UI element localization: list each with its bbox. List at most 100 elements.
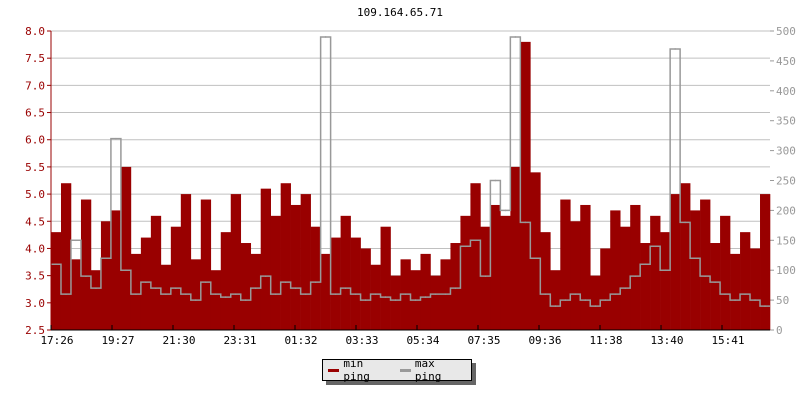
max-ping-point <box>544 293 547 295</box>
max-ping-point <box>454 287 457 289</box>
max-ping-point <box>424 296 427 298</box>
max-ping-point <box>754 299 756 301</box>
max-ping-point <box>654 245 656 248</box>
max-ping-point <box>364 299 367 301</box>
max-ping-point <box>464 245 467 248</box>
min-ping-bar <box>180 194 192 330</box>
min-ping-bar <box>740 232 751 330</box>
x-tick-label: 23:31 <box>223 334 256 347</box>
y-left-tick-label: 8.0 <box>25 25 45 38</box>
min-ping-bar <box>220 232 232 330</box>
legend-item-max-ping: max ping <box>399 357 466 383</box>
min-ping-bar <box>240 243 252 330</box>
min-ping-bar <box>370 264 381 330</box>
max-ping-point <box>404 293 407 295</box>
chart-title: 109.164.65.71 <box>356 6 444 19</box>
legend-label: max ping <box>414 357 442 383</box>
min-ping-bar <box>350 237 361 330</box>
legend-swatch <box>399 368 411 372</box>
min-ping-bar <box>550 270 561 330</box>
x-tick-label: 09:36 <box>528 334 561 347</box>
max-ping-point <box>394 299 397 301</box>
max-ping-point <box>334 293 337 295</box>
min-ping-bar <box>700 199 711 330</box>
max-ping-point <box>304 293 307 295</box>
max-ping-point <box>744 293 746 295</box>
max-ping-point <box>105 257 107 260</box>
legend: min ping max ping <box>322 357 472 383</box>
min-ping-bar <box>620 226 631 330</box>
min-ping-bar <box>360 248 371 330</box>
min-ping-bar <box>510 166 521 330</box>
min-ping-bar <box>51 232 62 330</box>
y-left-tick-label: 3.5 <box>25 270 45 283</box>
max-ping-point <box>175 287 177 289</box>
max-ping-point <box>314 281 317 283</box>
x-tick-label: 01:32 <box>284 334 317 347</box>
min-ping-bar <box>150 215 162 330</box>
y-left-tick-label: 6.5 <box>25 107 45 120</box>
max-ping-point <box>484 275 487 277</box>
max-ping-point <box>204 281 207 283</box>
min-ping-bar <box>600 248 611 330</box>
max-ping-point <box>194 299 197 301</box>
x-tick-label: 11:38 <box>589 334 622 347</box>
max-ping-point <box>574 293 577 295</box>
min-ping-bar <box>80 199 92 330</box>
min-ping-bar <box>730 253 741 330</box>
min-ping-bar <box>430 275 441 330</box>
y-right-tick-label: 50 <box>776 294 789 307</box>
max-ping-point <box>634 275 636 277</box>
min-ping-bar <box>640 243 651 330</box>
max-ping-point <box>65 293 67 295</box>
y-left-tick-label: 4.0 <box>25 242 45 255</box>
max-ping-point <box>474 239 477 242</box>
min-ping-bar <box>720 215 731 330</box>
min-ping-bar <box>650 215 661 330</box>
min-ping-bar <box>490 204 501 330</box>
x-tick-label: 05:34 <box>406 334 439 347</box>
min-ping-bar <box>540 232 551 330</box>
min-ping-bar <box>230 194 242 330</box>
max-ping-point <box>384 296 387 298</box>
y-left-tick-label: 7.0 <box>25 79 45 92</box>
max-ping-point <box>214 293 217 295</box>
min-ping-bar <box>300 194 311 330</box>
max-ping-point <box>664 269 666 272</box>
max-ping-point <box>354 293 357 295</box>
max-ping-point <box>724 293 726 295</box>
min-ping-bar <box>420 253 431 330</box>
y-right-tick-label: 500 <box>776 25 796 38</box>
max-ping-point <box>524 221 527 224</box>
max-ping-point <box>674 48 676 50</box>
min-ping-bar <box>750 248 761 330</box>
max-ping-point <box>624 287 627 289</box>
min-ping-bar <box>310 226 321 330</box>
min-ping-bar <box>270 215 281 330</box>
legend-label: min ping <box>343 357 370 383</box>
y-right-tick-label: 400 <box>776 85 796 98</box>
min-ping-bar <box>480 226 491 330</box>
min-ping-bar <box>560 199 571 330</box>
max-ping-point <box>254 287 257 289</box>
min-ping-bar <box>690 210 701 330</box>
max-ping-point <box>135 293 137 295</box>
min-ping-bar <box>210 270 222 330</box>
max-ping-point <box>604 299 607 301</box>
min-ping-bar <box>250 253 262 330</box>
min-ping-bar <box>630 204 641 330</box>
max-ping-point <box>374 293 377 295</box>
min-ping-bar <box>260 188 271 330</box>
x-tick-label: 13:40 <box>650 334 683 347</box>
y-left-tick-label: 5.5 <box>25 161 45 174</box>
min-ping-bar <box>680 183 691 330</box>
max-ping-point <box>224 296 227 298</box>
min-ping-bar <box>170 226 182 330</box>
min-ping-bar <box>90 270 102 330</box>
max-ping-point <box>594 305 597 307</box>
max-ping-point <box>234 293 237 295</box>
y-right-tick-label: 300 <box>776 145 796 158</box>
max-ping-point <box>344 287 347 289</box>
min-ping-bar <box>110 210 122 330</box>
